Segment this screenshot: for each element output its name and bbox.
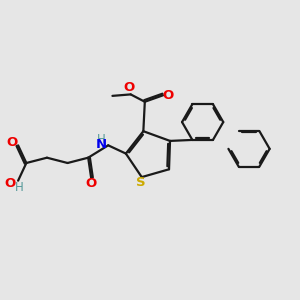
Text: O: O [7, 136, 18, 149]
Text: O: O [163, 89, 174, 102]
Text: H: H [15, 181, 24, 194]
Text: H: H [98, 133, 106, 146]
Text: O: O [124, 81, 135, 94]
Text: S: S [136, 176, 146, 189]
Text: N: N [96, 138, 107, 151]
Text: O: O [4, 177, 16, 190]
Text: O: O [85, 177, 97, 190]
